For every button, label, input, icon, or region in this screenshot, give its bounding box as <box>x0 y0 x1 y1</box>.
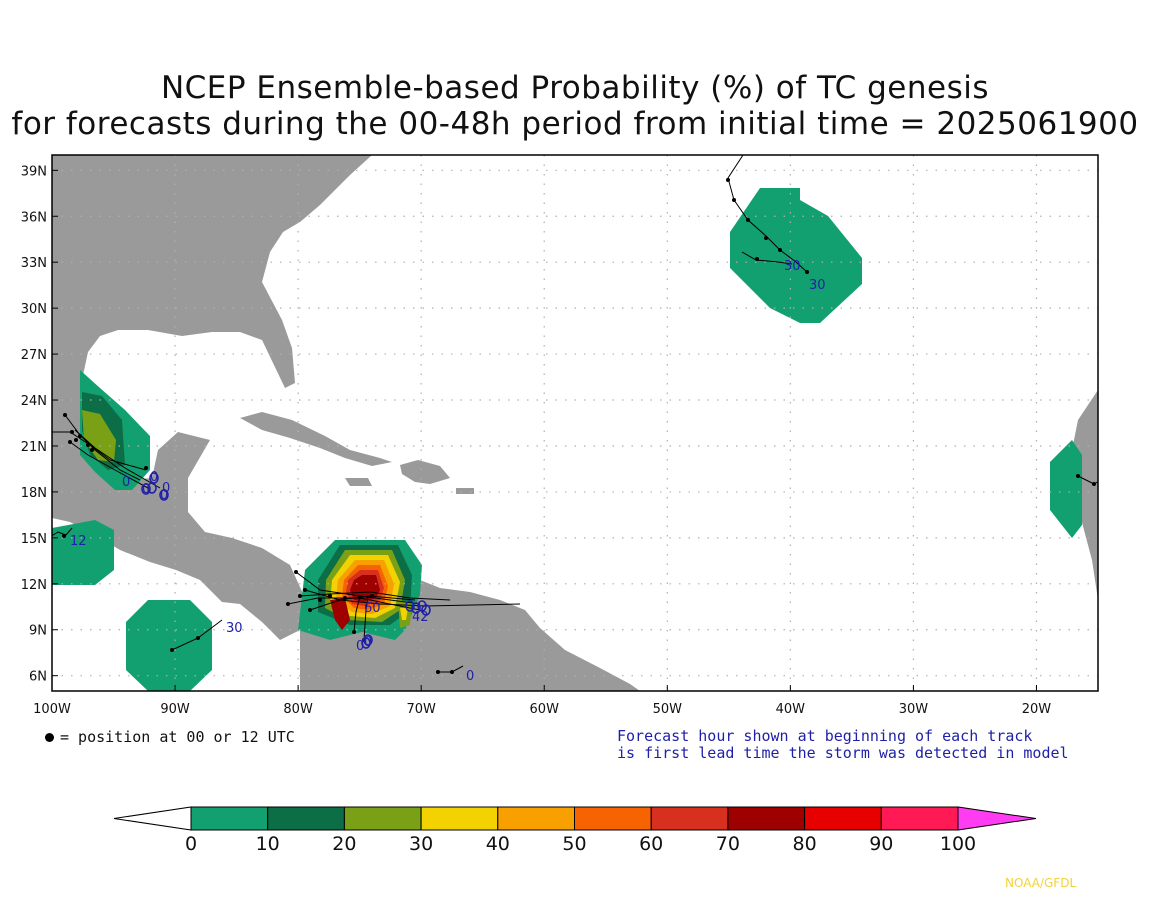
track-pacific-west <box>52 527 73 537</box>
position-dot-icon <box>45 733 54 742</box>
lon-label: 30W <box>899 702 929 717</box>
probability-shading <box>52 188 1082 691</box>
prob-area-caribbean-l8b <box>330 598 350 630</box>
lon-label: 70W <box>406 702 436 717</box>
colorbar-label: 0 <box>185 833 197 855</box>
track-label: 30 <box>809 278 826 293</box>
lon-label: 90W <box>160 702 190 717</box>
colorbar-label: 70 <box>716 833 740 855</box>
track-label: 0 <box>122 475 130 490</box>
track-carib-7 <box>363 595 369 641</box>
colorbar-over-triangle <box>957 806 1037 831</box>
colorbar-swatch <box>727 806 806 831</box>
longitude-labels: 100W 90W 80W 70W 60W 50W 40W 30W 20W <box>33 702 1051 717</box>
track-label: 0 <box>364 635 372 650</box>
track-mid-atlantic-2 <box>741 251 793 265</box>
track-positions <box>62 178 1096 674</box>
lon-label: 20W <box>1022 702 1052 717</box>
position-legend-text: = position at 00 or 12 UTC <box>60 728 295 746</box>
forecast-hour-note: Forecast hour shown at beginning of each… <box>617 728 1069 762</box>
track-label: 12 <box>70 534 87 549</box>
land-cuba <box>240 412 392 466</box>
track-label: 42 <box>412 610 429 625</box>
land-puerto-rico <box>456 488 474 494</box>
track-label: 0 <box>142 482 150 497</box>
lon-label: 40W <box>776 702 806 717</box>
lon-label: 60W <box>530 702 560 717</box>
colorbar-label: 40 <box>486 833 510 855</box>
lat-label: 27N <box>21 348 47 363</box>
track-carib-6 <box>353 595 361 633</box>
colorbar-label: 60 <box>639 833 663 855</box>
chart-title-line2: for forecasts during the 00-48h period f… <box>11 106 1139 142</box>
lat-label: 30N <box>21 302 47 317</box>
land-jamaica <box>345 478 372 486</box>
prob-area-pacific-west <box>52 520 114 585</box>
colorbar-swatch <box>880 806 959 831</box>
lon-label: 50W <box>653 702 683 717</box>
prob-area-pacific-south <box>126 600 212 691</box>
track-label: 0 <box>150 470 158 485</box>
map-frame <box>51 154 1099 692</box>
colorbar-label: 100 <box>940 833 976 855</box>
colorbar-swatch <box>420 806 499 831</box>
colorbar-label: 10 <box>256 833 280 855</box>
track-label-markers <box>141 472 431 649</box>
lon-label: 100W <box>33 702 71 717</box>
lat-label: 15N <box>21 532 47 547</box>
track-label: 30 <box>226 621 243 636</box>
track-labels: 0 0 0 0 0 12 30 60 0 42 0 0 30 30 <box>70 259 826 684</box>
lat-label: 18N <box>21 486 47 501</box>
land-africa <box>1072 390 1098 600</box>
colorbar: 0 10 20 30 40 50 60 70 80 90 100 <box>113 806 1037 855</box>
lat-label: 24N <box>21 394 47 409</box>
position-legend: = position at 00 or 12 UTC <box>45 728 295 746</box>
colorbar-swatch <box>650 806 729 831</box>
land-hispaniola <box>400 460 450 484</box>
forecast-note-line1: Forecast hour shown at beginning of each… <box>617 727 1033 745</box>
colorbar-label: 30 <box>409 833 433 855</box>
credit-text: NOAA/GFDL <box>1005 876 1077 890</box>
prob-area-mid-atlantic <box>730 188 862 323</box>
track-label: 30 <box>784 259 801 274</box>
colorbar-under-triangle <box>113 806 192 831</box>
colorbar-swatch <box>497 806 575 831</box>
track-label: 60 <box>364 601 381 616</box>
colorbar-swatch <box>190 806 269 831</box>
latitude-labels: 39N 36N 33N 30N 27N 24N 21N 18N 15N 12N 9N 6N <box>21 164 47 684</box>
colorbar-swatch <box>574 806 652 831</box>
colorbar-label: 90 <box>869 833 893 855</box>
lat-label: 6N <box>29 670 47 685</box>
prob-area-caribbean-east-core <box>400 608 408 620</box>
colorbar-swatch <box>267 806 345 831</box>
forecast-note-line2: is first lead time the storm was detecte… <box>617 744 1069 762</box>
track-label: 0 <box>356 639 364 654</box>
colorbar-swatch <box>804 806 882 831</box>
track-label: 0 <box>160 488 168 503</box>
track-gulf-2 <box>64 414 141 481</box>
gridlines <box>51 155 1098 691</box>
track-gulf-3 <box>69 441 149 489</box>
lon-label: 80W <box>283 702 313 717</box>
chart-title-line1: NCEP Ensemble-based Probability (%) of T… <box>160 70 990 106</box>
colorbar-label: 20 <box>332 833 356 855</box>
lat-label: 21N <box>21 440 47 455</box>
prob-area-africa <box>1050 440 1082 538</box>
lat-label: 36N <box>21 210 47 225</box>
lat-label: 39N <box>21 164 47 179</box>
land-north-america <box>52 155 372 640</box>
track-label: 0 <box>162 481 170 496</box>
track-label: 0 <box>466 669 474 684</box>
colorbar-label: 50 <box>562 833 586 855</box>
lat-label: 33N <box>21 256 47 271</box>
lat-label: 9N <box>29 624 47 639</box>
lat-label: 12N <box>21 578 47 593</box>
colorbar-label: 80 <box>793 833 817 855</box>
track-carib-5 <box>309 595 416 611</box>
colorbar-swatch <box>343 806 422 831</box>
track-gulf-4 <box>74 429 161 489</box>
